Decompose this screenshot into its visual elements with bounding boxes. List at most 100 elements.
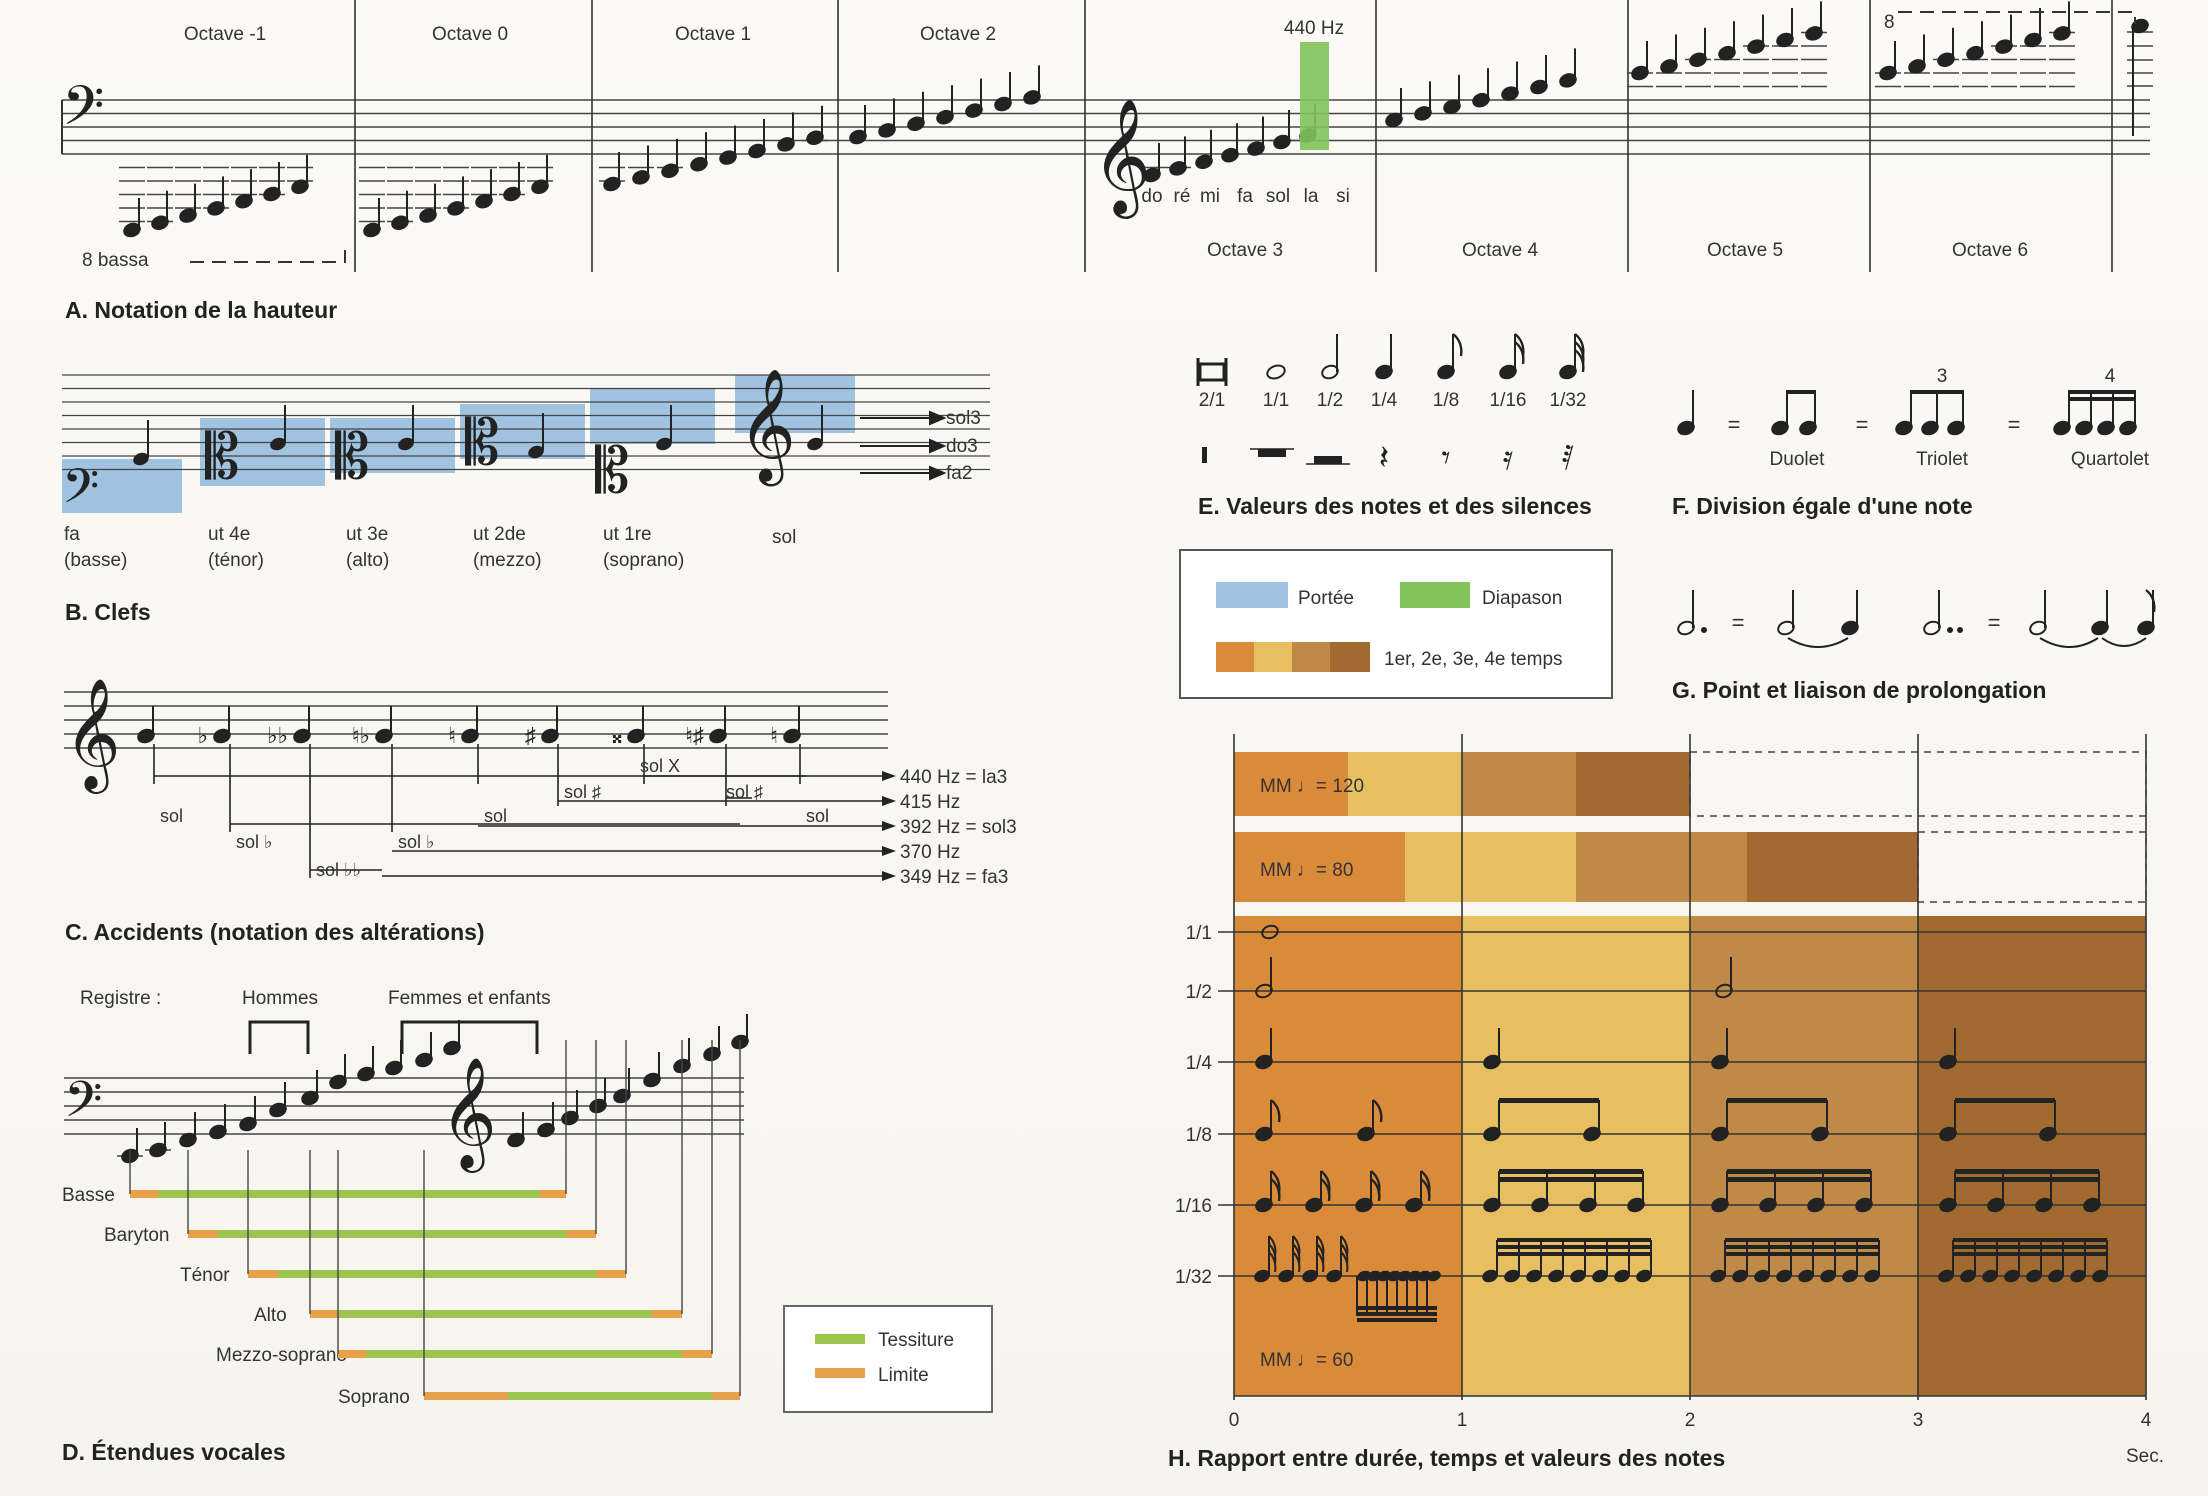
- solfege-syllable: ré: [1174, 186, 1191, 207]
- note-flag: [1270, 1099, 1281, 1123]
- limite-bar: [310, 1310, 338, 1318]
- octave-label: Octave 4: [1462, 240, 1538, 261]
- limite-bar: [248, 1270, 278, 1278]
- note-head: [1427, 1270, 1441, 1282]
- limite-swatch: [815, 1368, 865, 1378]
- note-flag: [1574, 349, 1585, 373]
- clef-range-block: [330, 418, 455, 473]
- bass-clef-icon: 𝄢: [64, 1072, 103, 1139]
- panel-f: = = = 3 4 Duolet Triolet Quartolet F. Di…: [1672, 366, 2150, 519]
- diapason-swatch: [1400, 582, 1470, 608]
- panel-d-notes: [117, 1014, 749, 1164]
- solfege-syllable: fa: [1237, 186, 1253, 207]
- octave-label: Octave 6: [1952, 240, 2028, 261]
- treble-clef-icon: 𝄞: [440, 1058, 497, 1173]
- beam: [1953, 1245, 2107, 1249]
- clef-range-block: [735, 375, 855, 433]
- tuplet-name: Duolet: [1770, 449, 1826, 470]
- arrow-head: [882, 821, 896, 831]
- tessiture-bar: [366, 1350, 682, 1358]
- legend-label: Diapason: [1482, 588, 1562, 609]
- beam: [2069, 390, 2135, 394]
- solfege-syllable: mi: [1200, 186, 1220, 207]
- solfege-syllable: do: [1141, 186, 1162, 207]
- accident-label: sol X: [640, 756, 680, 776]
- bass-clef-icon: 𝄢: [62, 75, 104, 149]
- beam: [1955, 1098, 2055, 1103]
- tuplet-name: Quartolet: [2071, 449, 2150, 470]
- octave-label: Octave 0: [432, 24, 508, 45]
- dot: [1701, 627, 1707, 633]
- tessiture-swatch: [815, 1334, 865, 1344]
- treble-clef-icon: 𝄞: [738, 369, 796, 487]
- panel-b-staff: [62, 374, 990, 471]
- beam: [1727, 1098, 1827, 1103]
- beat-block-80: [1234, 832, 1405, 902]
- accident-label: sol ♯: [564, 782, 601, 802]
- octave-label: Octave -1: [184, 24, 266, 45]
- accidental-icon: ♭♭: [267, 723, 288, 748]
- panel-b-title: B. Clefs: [65, 599, 151, 625]
- tessiture-bar: [158, 1190, 540, 1198]
- panel-b: 𝄢 𝄡 𝄡 𝄡 𝄡 𝄞 sol3 do3 fa2 fa (basse) ut 4…: [62, 369, 990, 625]
- bass-clef-icon: 𝄢: [62, 460, 99, 525]
- frequency-label: 370 Hz: [900, 842, 960, 863]
- legend-label: 1er, 2e, 3e, 4e temps: [1384, 649, 1563, 670]
- legend-label: Portée: [1298, 588, 1354, 609]
- c-clef-icon: 𝄡: [335, 423, 370, 492]
- panel-a-title: A. Notation de la hauteur: [65, 297, 337, 323]
- panel-d: Registre : Hommes Femmes et enfants 𝄢 𝄞 …: [62, 988, 993, 1465]
- panel-e: 𝄽 𝄾 𝄿 𝅀 2/1 1/1 1/2 1/4 1/8 1/16 1/32 E. Valeurs …: [1196, 333, 1592, 519]
- panel-c-title: C. Accidents (notation des altérations): [65, 919, 485, 945]
- tempo-label: MM ♩= 120: [1260, 776, 1364, 797]
- tessiture-bar: [218, 1230, 566, 1238]
- beat-block-120: [1462, 752, 1576, 816]
- legend-box: [1179, 549, 1613, 699]
- panel-c-labels: sol sol ♭ sol ♭♭ sol ♭ sol sol ♯ sol X sol ♯ sol: [160, 756, 829, 880]
- panel-e-title: E. Valeurs des notes et des silences: [1198, 493, 1592, 519]
- beat-block-60: [1690, 916, 1918, 1396]
- beat-block-120: [1348, 752, 1462, 816]
- accident-label: sol: [484, 806, 507, 826]
- panel-h-grid: [1218, 734, 2147, 1400]
- frequency-label: 392 Hz = sol3: [900, 817, 1017, 838]
- tie: [2039, 637, 2099, 648]
- voice-label: Baryton: [104, 1225, 169, 1246]
- diapason-label: 440 Hz: [1284, 18, 1344, 39]
- value-label: 1/8: [1433, 390, 1459, 411]
- tuplet-name: Triolet: [1916, 449, 1969, 470]
- note-flag: [1372, 1099, 1383, 1123]
- row-label: 1/2: [1186, 982, 1212, 1003]
- note-flag: [1268, 1251, 1277, 1273]
- panel-h-notes: [1254, 924, 2108, 1322]
- note-flag: [1316, 1251, 1325, 1273]
- tuplet-number: 4: [2105, 366, 2116, 387]
- arrow-label: do3: [946, 436, 978, 457]
- solfege-syllable: si: [1336, 186, 1350, 207]
- accidental-icon: ♮♭: [352, 723, 370, 748]
- c-clef-icon: 𝄡: [595, 437, 630, 506]
- beat-block-60: [1462, 916, 1690, 1396]
- panel-h: 0 1 2 3 4 1/1 1/2 1/4 1/8 1/16 1/32 MM ♩= 120 MM ♩…: [1168, 734, 2164, 1471]
- clef-sub: (mezzo): [473, 550, 542, 571]
- dashed-region: [1917, 831, 2147, 903]
- accidental-icon: ♮♯: [685, 723, 704, 748]
- diapason-marker: [1300, 42, 1329, 150]
- panel-c-frequencies: 440 Hz = la3 415 Hz 392 Hz = sol3 370 Hz 349…: [900, 767, 1017, 888]
- note-flag: [1420, 1178, 1431, 1202]
- beam: [1727, 1169, 1871, 1174]
- panel-a-staff: [61, 0, 2150, 272]
- row-label: 1/16: [1175, 1196, 1212, 1217]
- beat-block-120: [1234, 752, 1348, 816]
- beam: [1499, 1169, 1643, 1174]
- x-axis-unit: Sec.: [2126, 1446, 2164, 1467]
- note-flag: [1370, 1178, 1381, 1202]
- value-label: 1/1: [1263, 390, 1289, 411]
- solfege-syllable: la: [1304, 186, 1319, 207]
- beam: [1357, 1312, 1437, 1316]
- panel-h-background: [1234, 752, 2146, 1396]
- value-label: 2/1: [1199, 390, 1225, 411]
- panel-a-notes: [119, 1, 2153, 238]
- clef-sub: (ténor): [208, 550, 264, 571]
